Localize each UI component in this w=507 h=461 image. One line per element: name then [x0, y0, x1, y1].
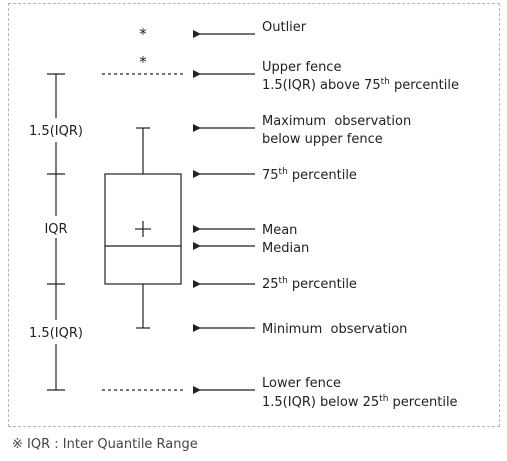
outlier-star-1: * — [139, 25, 147, 43]
label-max-obs-2: below upper fence — [262, 132, 383, 147]
label-lower-fence-2: 1.5(IQR) below 25th percentile — [262, 394, 458, 410]
scale-label-upper: 1.5(IQR) — [29, 124, 83, 139]
p75-tail: percentile — [288, 168, 357, 183]
label-p25: 25th percentile — [262, 276, 357, 292]
p25-text: 25 — [262, 277, 279, 292]
lower-fence-sup: th — [379, 394, 388, 404]
label-min-obs: Minimum observation — [262, 322, 407, 337]
p75-text: 75 — [262, 168, 279, 183]
diagram-frame — [8, 3, 500, 427]
label-outlier: Outlier — [262, 20, 307, 35]
label-upper-fence-2: 1.5(IQR) above 75th percentile — [262, 77, 459, 93]
p25-tail: percentile — [288, 277, 357, 292]
lower-fence-tail: percentile — [388, 395, 457, 410]
label-upper-fence-1: Upper fence — [262, 60, 341, 75]
upper-fence-tail: percentile — [390, 78, 459, 93]
label-p75: 75th percentile — [262, 167, 357, 183]
upper-fence-text: 1.5(IQR) above 75 — [262, 78, 381, 93]
scale-label-lower: 1.5(IQR) — [29, 326, 83, 341]
footnote: ※ IQR : Inter Quantile Range — [12, 437, 198, 452]
label-max-obs-1: Maximum observation — [262, 114, 411, 129]
label-mean: Mean — [262, 223, 297, 238]
upper-fence-sup: th — [381, 77, 390, 87]
footnote-text: IQR : Inter Quantile Range — [22, 437, 198, 452]
p25-sup: th — [279, 276, 288, 286]
outlier-star-2: * — [139, 53, 147, 71]
footnote-symbol: ※ — [12, 437, 23, 452]
lower-fence-text: 1.5(IQR) below 25 — [262, 395, 379, 410]
p75-sup: th — [279, 167, 288, 177]
label-median: Median — [262, 241, 309, 256]
scale-label-iqr: IQR — [44, 222, 67, 237]
label-lower-fence-1: Lower fence — [262, 376, 341, 391]
boxplot-diagram: * * 1.5(IQR) IQR 1.5(IQR) Outlier Upper … — [29, 20, 459, 410]
